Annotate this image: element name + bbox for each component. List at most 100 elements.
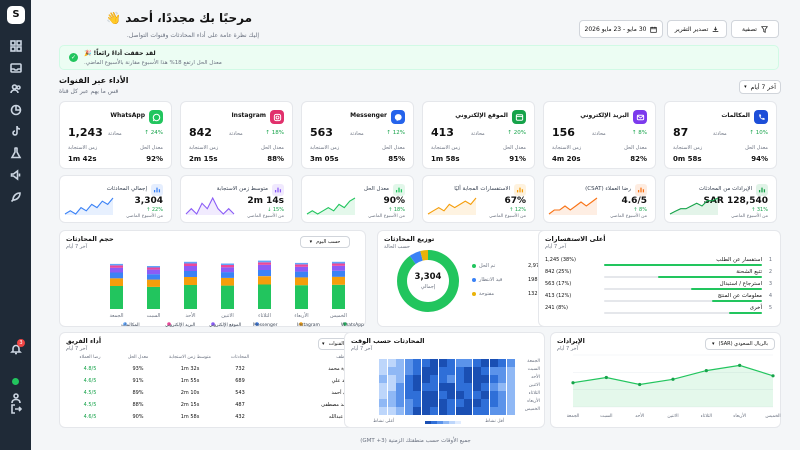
volume-bar-segment: [221, 285, 234, 309]
app-logo[interactable]: S: [7, 6, 25, 24]
revenue-day-label: الجمعة: [567, 414, 580, 419]
channel-card[interactable]: البريد الإلكتروني 156 محادثة ↑ 8% زمن الاستج…: [543, 101, 656, 169]
channel-card[interactable]: المكالمات 87 محادثة ↑ 10% زمن الاستجابة معدل …: [664, 101, 777, 169]
heatmap-cell: [438, 383, 447, 391]
legend-dot: [167, 322, 171, 326]
revenue-currency-select[interactable]: بالريال السعودي (SAR) ▾: [705, 338, 775, 350]
volume-bar-segment: [258, 262, 271, 265]
kpi-card[interactable]: إجمالي المحادثات 3,304 ↑ 22% من الأسبوع الم…: [59, 175, 172, 223]
heatmap-cell: [498, 359, 506, 367]
inbox-icon[interactable]: [8, 60, 23, 75]
kpi-icon: [756, 184, 768, 196]
volume-chart-card: حجم المحادثات آخر 7 أيام حسب اليوم ▾ الجم…: [59, 230, 366, 328]
sparkline-line: [64, 197, 114, 215]
channels-period-select[interactable]: آخر 7 أيام ▾: [739, 80, 781, 94]
rocket-icon[interactable]: [8, 189, 23, 204]
team-column-header: الموظف: [292, 355, 352, 360]
volume-group-select[interactable]: حسب اليوم ▾: [300, 236, 350, 248]
kpi-card[interactable]: رضا العملاء (CSAT) 4.6/5 ↑ 8% من الأسبوع ال…: [543, 175, 656, 223]
lab-icon[interactable]: [8, 145, 23, 160]
revenue-day-label: السبت: [600, 414, 612, 419]
channel-card[interactable]: الموقع الإلكتروني 413 محادثة ↑ 20% زمن الاست…: [422, 101, 535, 169]
response-time-value: 0m 58s: [673, 155, 702, 163]
channel-card[interactable]: Instagram 842 محادثة ↑ 18% زمن الاستجابة معدل…: [180, 101, 293, 169]
heatmap-cell: [396, 407, 404, 415]
kpi-card[interactable]: متوسط زمن الاستجابة 2m 14s ↓ 15% من الأسبوع…: [180, 175, 293, 223]
channel-card[interactable]: Messenger 563 محادثة ↑ 12% زمن الاستجابة معدل…: [301, 101, 414, 169]
kpi-label: متوسط زمن الاستجابة: [216, 186, 268, 192]
heatmap-cell: [489, 375, 498, 383]
kpi-card[interactable]: الإيرادات من المحادثات SAR 128,540 ↑ 31% من…: [664, 175, 777, 223]
heatmap-cell: [438, 399, 447, 407]
logout-icon[interactable]: [8, 401, 23, 416]
volume-legend-label: Messenger: [253, 322, 278, 328]
response-time-label: زمن الاستجابة: [68, 145, 98, 151]
online-status-dot: [12, 378, 19, 385]
donut-slice: [420, 250, 429, 261]
heatmap-row-label: الأحد: [531, 375, 540, 380]
kpi-change: ↑ 31%: [751, 207, 768, 213]
heatmap-cell: [481, 407, 489, 415]
volume-bar-segment: [221, 263, 234, 265]
kpi-label: معدل الحل: [363, 186, 389, 192]
heatmap-cell: [387, 367, 396, 375]
volume-bar-segment: [332, 270, 345, 277]
date-range-picker[interactable]: 30 مايو - 23 مايو 2026: [579, 20, 663, 38]
heatmap-cell: [421, 367, 430, 375]
analytics-icon[interactable]: [8, 102, 23, 117]
phone-icon: [754, 110, 768, 124]
heatmap-cell: [379, 399, 387, 407]
volume-bar-segment: [221, 277, 234, 286]
distribution-card: توزيع المحادثات حسب الحالة 3,304 إجمالي …: [377, 230, 559, 327]
inquiry-bar-track: [604, 288, 762, 290]
tiktok-icon[interactable]: [8, 123, 23, 138]
donut-slice: [397, 250, 459, 312]
channel-metric-label: محادثة: [592, 131, 606, 137]
response-time-label: زمن الاستجابة: [310, 145, 340, 151]
export-report-button[interactable]: تصدير التقرير: [667, 20, 727, 38]
whatsapp-icon: [149, 110, 163, 124]
channel-card[interactable]: WhatsApp 1,243 محادثة ↑ 24% زمن الاستجابة معد…: [59, 101, 172, 169]
heatmap-cell: [464, 399, 472, 407]
team-cell-res: 89%: [132, 390, 144, 396]
volume-day-label: الاثنين: [221, 313, 233, 319]
heatmap-cell: [455, 383, 464, 391]
team-cell-name: سارة محمد: [328, 366, 352, 372]
heatmap-cell: [481, 375, 489, 383]
team-performance-card: أداء الفريق آخر 7 أيام كل القنوات▾ الموظ…: [59, 332, 362, 428]
heatmap-row-label: الجمعة: [527, 359, 540, 364]
heatmap-cell: [498, 399, 506, 407]
heatmap-cell: [489, 367, 498, 375]
inquiry-value: 413 (12%): [545, 293, 572, 299]
profile-icon[interactable]: [8, 390, 23, 405]
dashboard-icon[interactable]: [8, 38, 23, 53]
campaigns-icon[interactable]: [8, 167, 23, 182]
revenue-area-chart: الجمعة السبت الأحد الاثنين الثلاثاء الأربعاء ا…: [567, 354, 781, 419]
heatmap-cell: [438, 375, 447, 383]
filter-button[interactable]: تصفية: [731, 20, 779, 38]
inquiry-label: استفسار عن الطلب: [716, 257, 762, 263]
kpi-card[interactable]: معدل الحل 90% ↑ 18% من الأسبوع الماضي: [301, 175, 414, 223]
heatmap-cell: [396, 391, 404, 399]
team-cell-resp: 2m 10s: [180, 390, 200, 396]
chevron-down-icon: ▾: [744, 84, 747, 90]
heatmap-cell: [421, 359, 430, 367]
volume-bar-segment: [184, 266, 197, 271]
team-cell-csat: 4.6/5: [83, 414, 97, 420]
revenue-point: [671, 377, 675, 381]
volume-bar-segment: [110, 265, 123, 268]
response-time-value: 1m 42s: [68, 155, 97, 163]
heatmap-cell: [396, 399, 404, 407]
heatmap-cell: [489, 407, 498, 415]
volume-bar-segment: [110, 267, 123, 273]
heatmap-cell: [498, 391, 506, 399]
kpi-card[interactable]: الاستفسارات المجابة آليًا 67% ↑ 12% من الأس…: [422, 175, 535, 223]
users-icon[interactable]: [8, 81, 23, 96]
resolution-rate-label: معدل الحل: [382, 145, 405, 151]
filter-label: تصفية: [742, 25, 757, 33]
banner-title: لقد حققت أداءً رائعاً! 🎉: [84, 50, 156, 57]
team-cell-res: 88%: [132, 402, 144, 408]
sparkline-line: [306, 197, 356, 215]
team-cell-conv: 543: [235, 390, 245, 396]
team-cell-name: ليلى أحمد: [331, 390, 352, 396]
